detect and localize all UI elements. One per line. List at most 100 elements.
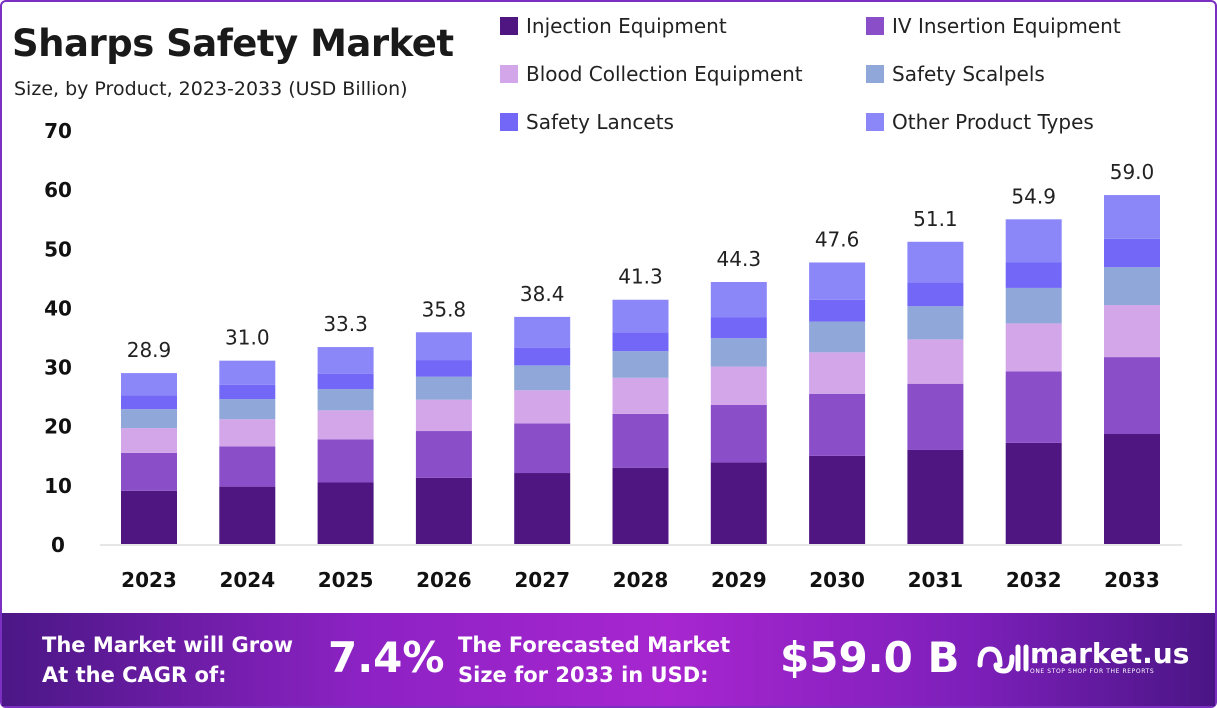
logo-tagline: ONE STOP SHOP FOR THE REPORTS (1030, 667, 1155, 675)
x-tick-label: 2033 (1104, 568, 1160, 592)
bar-segment-safety-scalpels (809, 321, 866, 353)
bar-segment-other-product-types (612, 299, 669, 333)
y-tick-label: 30 (44, 356, 72, 380)
x-tick-label: 2029 (711, 568, 767, 592)
total-data-label: 47.6 (815, 227, 860, 251)
bar-segment-safety-scalpels (415, 376, 472, 400)
legend-item: Other Product Types (866, 110, 1094, 134)
total-data-label: 41.3 (618, 265, 663, 289)
logo-icon (977, 644, 1029, 674)
y-tick-label: 70 (44, 119, 72, 143)
legend-label: Safety Scalpels (892, 62, 1045, 86)
y-tick-label: 10 (44, 474, 72, 498)
bar-segment-safety-scalpels (317, 389, 374, 411)
bar-segment-safety-lancets (1104, 238, 1160, 268)
bar-segment-blood-collection-equipment (1005, 323, 1062, 372)
legend-item: Injection Equipment (500, 14, 727, 38)
forecast-label-line2: Size for 2033 in USD: (458, 663, 709, 687)
legend-swatch (500, 113, 518, 131)
bar-segment-safety-scalpels (710, 338, 767, 367)
bar-segment-blood-collection-equipment (809, 352, 866, 394)
legend-swatch (866, 65, 884, 83)
bar-segment-iv-insertion-equipment (317, 439, 374, 483)
x-tick-label: 2027 (514, 568, 570, 592)
bar-segment-safety-lancets (612, 332, 669, 352)
bar-segment-injection-equipment (317, 482, 374, 544)
bar-segment-safety-scalpels (121, 409, 177, 429)
legend-swatch (866, 113, 884, 131)
stacked-bar-chart: 01020304050607028.9202331.0202433.320253… (44, 119, 1182, 592)
legend-item: Safety Lancets (500, 110, 674, 134)
bar-segment-other-product-types (219, 360, 276, 385)
bar-segment-safety-lancets (317, 373, 374, 390)
bar-segment-iv-insertion-equipment (415, 431, 472, 478)
bar-segment-injection-equipment (514, 473, 571, 544)
forecast-value: $59.0 B (780, 633, 960, 682)
cagr-label-line2: At the CAGR of: (42, 663, 227, 687)
bar-segment-other-product-types (121, 373, 177, 396)
bar-segment-blood-collection-equipment (1104, 305, 1160, 358)
bar-segment-blood-collection-equipment (317, 410, 374, 440)
total-data-label: 33.3 (323, 312, 368, 336)
bar-segment-blood-collection-equipment (612, 377, 669, 414)
x-tick-label: 2031 (908, 568, 964, 592)
legend-label: Safety Lancets (526, 110, 674, 134)
bar-segment-injection-equipment (219, 486, 276, 544)
bar-segment-safety-lancets (121, 395, 177, 410)
bar-segment-injection-equipment (1005, 442, 1062, 544)
footer-banner: The Market will Grow At the CAGR of: 7.4… (2, 613, 1215, 706)
market-us-logo: market.us ONE STOP SHOP FOR THE REPORTS (974, 637, 1189, 677)
x-tick-label: 2030 (809, 568, 865, 592)
bar-segment-safety-scalpels (219, 399, 276, 420)
bar-segment-blood-collection-equipment (219, 419, 276, 447)
total-data-label: 38.4 (520, 282, 565, 306)
bar-segment-iv-insertion-equipment (907, 383, 964, 450)
bar-segment-iv-insertion-equipment (612, 413, 669, 468)
bar-segment-injection-equipment (612, 467, 669, 544)
legend-label: Injection Equipment (526, 14, 727, 38)
total-data-label: 31.0 (225, 326, 270, 350)
bar-segment-safety-lancets (415, 360, 472, 377)
bar-segment-iv-insertion-equipment (1104, 357, 1160, 434)
bar-segment-safety-lancets (219, 384, 276, 400)
total-data-label: 35.8 (422, 297, 467, 321)
x-tick-label: 2026 (416, 568, 472, 592)
bar-segment-safety-lancets (710, 317, 767, 339)
bar-segment-iv-insertion-equipment (710, 405, 767, 463)
cagr-label-line1: The Market will Grow (42, 633, 293, 657)
bar-segment-injection-equipment (907, 449, 964, 544)
bar-segment-blood-collection-equipment (907, 339, 964, 384)
bar-segment-other-product-types (809, 262, 866, 300)
bar-segment-injection-equipment (1104, 433, 1160, 544)
legend-item: Safety Scalpels (866, 62, 1045, 86)
bar-segment-blood-collection-equipment (710, 366, 767, 406)
bar-segment-safety-lancets (809, 299, 866, 322)
y-tick-label: 0 (51, 533, 65, 557)
x-tick-label: 2032 (1006, 568, 1062, 592)
bar-segment-blood-collection-equipment (121, 428, 177, 453)
legend-swatch (500, 17, 518, 35)
chart-subtitle: Size, by Product, 2023-2033 (USD Billion… (14, 78, 408, 100)
bar-segment-iv-insertion-equipment (121, 452, 177, 491)
bar-segment-safety-scalpels (907, 306, 964, 340)
legend-item: IV Insertion Equipment (866, 14, 1121, 38)
legend-swatch (500, 65, 518, 83)
bar-segment-injection-equipment (809, 455, 866, 544)
cagr-value: 7.4% (328, 633, 445, 682)
bar-segment-iv-insertion-equipment (514, 423, 571, 474)
bar-segment-injection-equipment (121, 490, 177, 544)
legend-item: Blood Collection Equipment (500, 62, 803, 86)
legend-label: IV Insertion Equipment (892, 14, 1121, 38)
bar-segment-safety-lancets (514, 347, 571, 366)
x-tick-label: 2025 (318, 568, 374, 592)
bar-segment-blood-collection-equipment (415, 399, 472, 432)
bar-segment-blood-collection-equipment (514, 390, 571, 424)
bar-segment-safety-scalpels (612, 351, 669, 378)
bar-segment-safety-scalpels (514, 365, 571, 391)
legend-label: Blood Collection Equipment (526, 62, 803, 86)
bar-segment-other-product-types (415, 332, 472, 361)
bar-segment-other-product-types (317, 347, 374, 374)
bar-segment-injection-equipment (415, 477, 472, 544)
total-data-label: 51.1 (913, 207, 958, 231)
